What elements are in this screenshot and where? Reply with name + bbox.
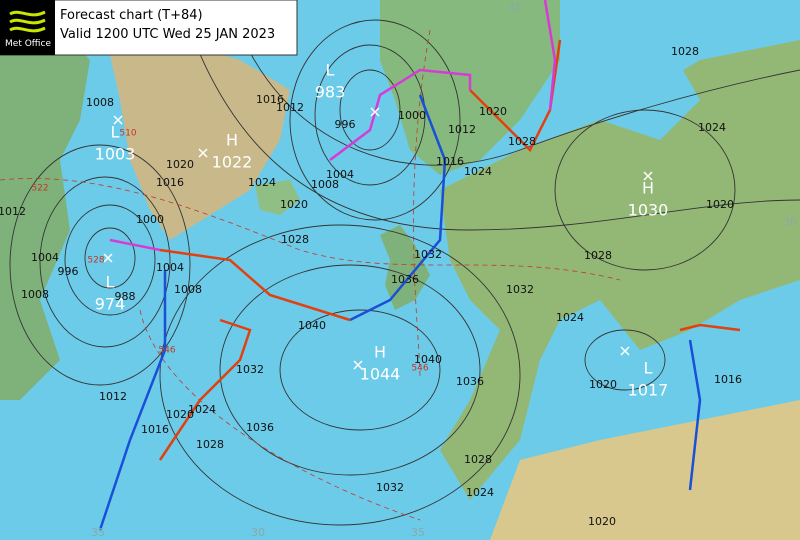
center-value: 983 [315, 83, 346, 102]
center-type: L [644, 359, 653, 378]
grid-edge-label: 30 [251, 526, 265, 539]
grid-edge-label: 35 [411, 526, 425, 539]
isobar-label: 1000 [398, 109, 426, 122]
isobar-label: 1016 [436, 155, 464, 168]
isobar-label: 1020 [166, 408, 194, 421]
center-marker [113, 115, 123, 125]
isobar-label: 1004 [156, 261, 184, 274]
isobar-label: 1004 [326, 168, 354, 181]
fronts [98, 0, 741, 531]
isobar-label: 1004 [31, 251, 59, 264]
center-value: 1030 [628, 201, 669, 220]
header: Met Office Forecast chart (T+84) Valid 1… [0, 0, 298, 56]
isobar-label: 1028 [671, 45, 699, 58]
isobar-label: 1016 [141, 423, 169, 436]
isobar-label: 1012 [0, 205, 26, 218]
isobar-label: 1040 [298, 319, 326, 332]
valid-time: Valid 1200 UTC Wed 25 JAN 2023 [60, 27, 275, 42]
isobar-label: 1016 [156, 176, 184, 189]
isobar-label: 1008 [311, 178, 339, 191]
isobar-label: 1020 [280, 198, 308, 211]
isobar-label: 1012 [448, 123, 476, 136]
center-value: 974 [95, 295, 126, 314]
grid-edge-label: 35 [91, 526, 105, 539]
center-marker [370, 107, 380, 117]
center-value: 1017 [628, 381, 669, 400]
isobar-label: 1024 [248, 176, 276, 189]
isobar-label: 1028 [584, 249, 612, 262]
isobar-label: 1020 [588, 515, 616, 528]
isobar-label: 996 [335, 118, 356, 131]
isobar-label: 1028 [281, 233, 309, 246]
isobar-label: 1020 [706, 198, 734, 211]
isobar-label: 1028 [196, 438, 224, 451]
isobar-label: 1040 [414, 353, 442, 366]
center-marker [198, 148, 208, 158]
center-value: 1022 [212, 153, 253, 172]
isobar-label: 988 [115, 290, 136, 303]
center-value: 1003 [95, 145, 136, 164]
isobar-label: 1032 [236, 363, 264, 376]
center-marker [643, 171, 653, 181]
center-type: L [326, 61, 335, 80]
center-marker [353, 360, 363, 370]
logo-text: Met Office [5, 39, 51, 49]
isobar-label: 1024 [556, 311, 584, 324]
isobar-label: 1008 [86, 96, 114, 109]
center-value: 1044 [360, 365, 401, 384]
isobar-label: 1008 [174, 283, 202, 296]
isobar-label: 1008 [21, 288, 49, 301]
isobar-label: 1020 [166, 158, 194, 171]
isobar-label: 996 [58, 265, 79, 278]
center-type: H [642, 179, 654, 198]
isobar-label: 1032 [376, 481, 404, 494]
center-type: H [374, 343, 386, 362]
isobar-label: 1024 [188, 403, 216, 416]
isobar-label: 1016 [256, 93, 284, 106]
logo-icon [9, 10, 46, 33]
isobar-label: 1020 [479, 105, 507, 118]
thickness-label: 546 [158, 346, 175, 356]
isobar-label: 1028 [464, 453, 492, 466]
center-marker [103, 253, 113, 263]
isobar-label: 1000 [136, 213, 164, 226]
isobar-label: 1020 [589, 378, 617, 391]
isobar-label: 1012 [276, 101, 304, 114]
isobar-label: 1036 [246, 421, 274, 434]
isobar-label: 1032 [414, 248, 442, 261]
isobar-label: 1024 [698, 121, 726, 134]
isobar-label: 1012 [99, 390, 127, 403]
grid-edge-label: 45 [508, 1, 522, 14]
center-type: L [106, 273, 115, 292]
isobars [9, 0, 800, 526]
isobar-label: 1016 [714, 373, 742, 386]
center-type: L [111, 123, 120, 142]
isobar-label: 1024 [466, 486, 494, 499]
thickness-label: 510 [119, 129, 136, 139]
isobar-label: 1036 [456, 375, 484, 388]
chart-title: Forecast chart (T+84) [60, 8, 203, 23]
center-marker [620, 346, 630, 356]
isobar-label: 1028 [508, 135, 536, 148]
logo [0, 0, 55, 55]
thickness-label: 528 [87, 256, 104, 266]
isobar-label: 1024 [464, 165, 492, 178]
thickness-label: 522 [31, 184, 48, 194]
grid-edge-label: 30 [783, 215, 797, 228]
thickness-label: 546 [411, 364, 428, 374]
center-type: H [226, 131, 238, 150]
isobar-label: 1036 [391, 273, 419, 286]
isobar-label: 1032 [506, 283, 534, 296]
